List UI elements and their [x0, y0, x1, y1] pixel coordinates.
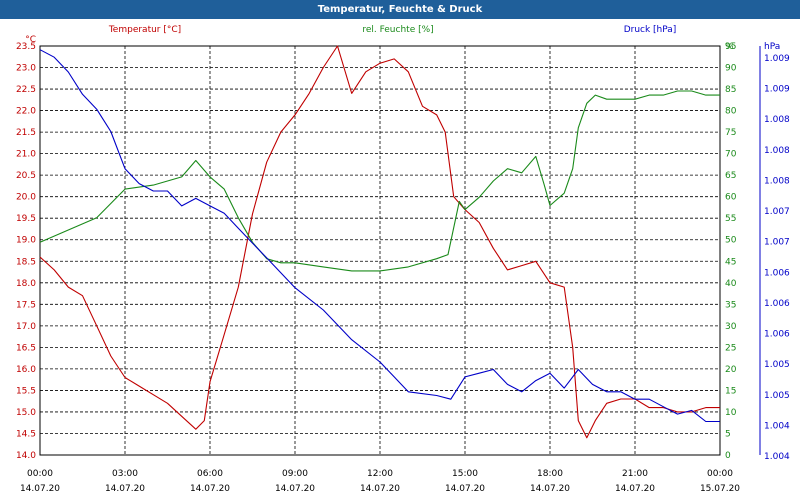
pressure-tick-label: 1.006: [764, 268, 790, 278]
pressure-tick-label: 1.008: [764, 115, 790, 125]
temperature-tick-label: 16.5: [16, 343, 36, 353]
pressure-tick-label: 1.005: [764, 360, 790, 370]
series-lines: [39, 45, 720, 439]
x-date-tick-label: 14.07.20: [445, 484, 485, 494]
x-date-tick-label: 14.07.20: [530, 484, 570, 494]
humidity-tick-label: 60: [725, 193, 737, 203]
temperature-axis-label: Temperatur [°C]: [108, 25, 181, 35]
x-time-tick-label: 00:00: [27, 469, 53, 479]
temperature-tick-label: 20.0: [16, 193, 36, 203]
temperature-tick-label: 16.0: [16, 365, 36, 375]
humidity-tick-label: 30: [725, 322, 737, 332]
humidity-tick-label: 65: [725, 171, 736, 181]
temperature-tick-label: 15.5: [16, 386, 36, 396]
pressure-tick-label: 1.007: [764, 238, 790, 248]
pressure-tick-label: 1.004: [764, 452, 790, 462]
humidity-series-line: [39, 90, 720, 272]
pressure-tick-label: 1.008: [764, 146, 790, 156]
temperature-tick-label: 22.5: [16, 85, 36, 95]
x-date-tick-label: 14.07.20: [190, 484, 230, 494]
humidity-tick-label: 55: [725, 214, 736, 224]
x-date-tick-label: 14.07.20: [615, 484, 655, 494]
humidity-tick-label: 5: [725, 429, 731, 439]
pressure-tick-label: 1.004: [764, 421, 790, 431]
temperature-tick-label: 18.5: [16, 257, 36, 267]
pressure-axis-label: Druck [hPa]: [624, 25, 677, 35]
temperature-tick-label: 14.5: [16, 429, 36, 439]
humidity-tick-label: 90: [725, 64, 737, 74]
pressure-series-line: [39, 49, 720, 423]
humidity-tick-label: 35: [725, 300, 736, 310]
temperature-tick-label: 15.0: [16, 408, 36, 418]
x-date-tick-label: 14.07.20: [275, 484, 315, 494]
humidity-tick-label: 25: [725, 343, 736, 353]
temperature-tick-label: 18.0: [16, 279, 36, 289]
temperature-tick-label: 21.0: [16, 150, 36, 160]
temperature-tick-label: 23.5: [16, 42, 36, 52]
humidity-tick-label: 10: [725, 408, 737, 418]
x-time-tick-label: 12:00: [367, 469, 393, 479]
pressure-tick-label: 1.005: [764, 391, 790, 401]
chart-title: Temperatur, Feuchte & Druck: [0, 0, 800, 19]
x-time-tick-label: 18:00: [537, 469, 563, 479]
x-time-tick-label: 00:00: [707, 469, 733, 479]
temperature-tick-label: 19.5: [16, 214, 36, 224]
humidity-tick-label: 20: [725, 365, 737, 375]
x-time-tick-label: 03:00: [112, 469, 138, 479]
temperature-tick-label: 19.0: [16, 236, 36, 246]
x-time-tick-label: 09:00: [282, 469, 308, 479]
temperature-series-line: [39, 45, 720, 439]
temperature-tick-label: 17.0: [16, 322, 36, 332]
x-time-tick-label: 15:00: [452, 469, 478, 479]
x-date-tick-label: 14.07.20: [105, 484, 145, 494]
temperature-tick-label: 14.0: [16, 451, 36, 461]
x-date-tick-label: 14.07.20: [20, 484, 60, 494]
x-time-tick-label: 21:00: [622, 469, 648, 479]
humidity-axis-label: rel. Feuchte [%]: [362, 25, 433, 35]
humidity-tick-label: 85: [725, 85, 736, 95]
temperature-axis-unit: °C: [25, 35, 36, 45]
temperature-tick-label: 21.5: [16, 128, 36, 138]
axes: 23.5 23.0 22.5 22.0 21.5 21.0 20.5 20.0 19.5 19.0…: [16, 25, 790, 494]
pressure-tick-label: 1.009: [764, 54, 790, 64]
temperature-tick-label: 22.0: [16, 107, 36, 117]
x-date-tick-label: 14.07.20: [360, 484, 400, 494]
pressure-tick-label: 1.006: [764, 330, 790, 340]
pressure-tick-label: 1.009: [764, 85, 790, 95]
humidity-axis-unit: %: [725, 42, 734, 52]
humidity-tick-label: 80: [725, 107, 737, 117]
pressure-tick-label: 1.008: [764, 176, 790, 186]
pressure-axis-unit: hPa: [764, 42, 780, 52]
temperature-tick-label: 17.5: [16, 300, 36, 310]
x-date-tick-label: 15.07.20: [700, 484, 740, 494]
humidity-tick-label: 50: [725, 236, 737, 246]
humidity-tick-label: 0: [725, 451, 731, 461]
grid: [39, 45, 721, 456]
temperature-tick-label: 23.0: [16, 64, 36, 74]
humidity-tick-label: 45: [725, 257, 736, 267]
humidity-tick-label: 95: [725, 42, 736, 52]
humidity-tick-label: 15: [725, 386, 736, 396]
temperature-tick-label: 20.5: [16, 171, 36, 181]
humidity-tick-label: 70: [725, 150, 737, 160]
pressure-tick-label: 1.006: [764, 299, 790, 309]
humidity-tick-label: 75: [725, 128, 736, 138]
x-time-tick-label: 06:00: [197, 469, 223, 479]
pressure-tick-label: 1.007: [764, 207, 790, 217]
humidity-tick-label: 40: [725, 279, 737, 289]
